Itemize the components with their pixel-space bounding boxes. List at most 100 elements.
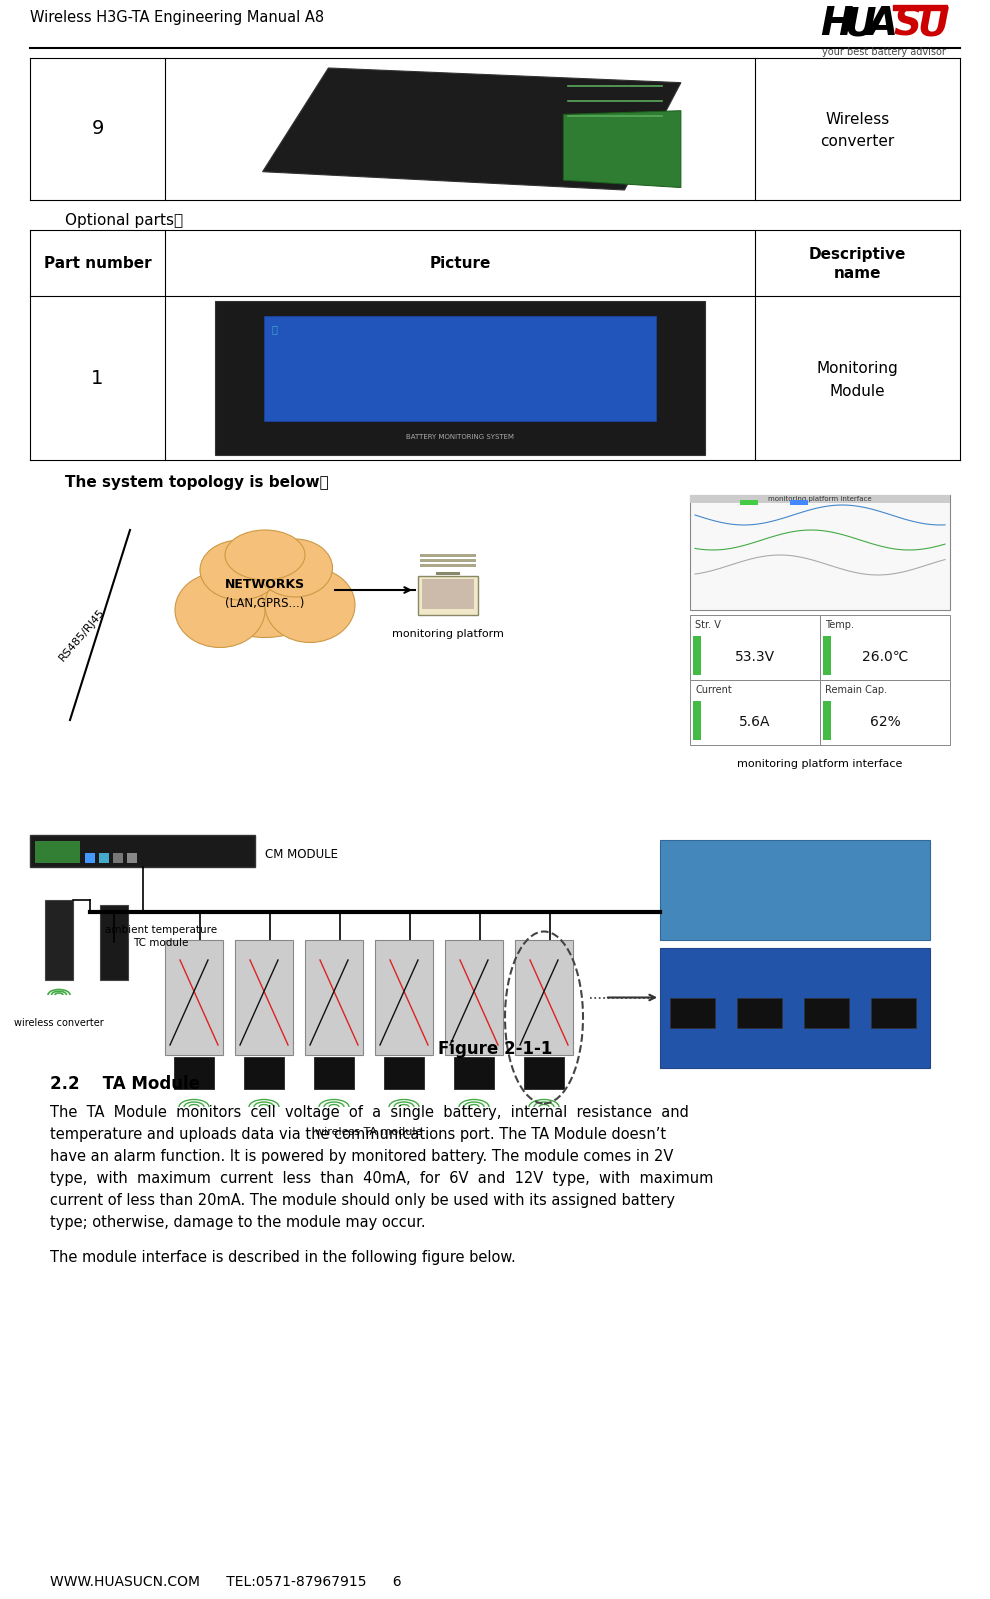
Bar <box>690 496 950 609</box>
Bar <box>314 1057 354 1089</box>
Bar <box>99 852 109 863</box>
Text: Part number: Part number <box>44 256 151 270</box>
Text: Current: Current <box>695 684 732 696</box>
Polygon shape <box>563 110 681 187</box>
Text: RS485/RJ45: RS485/RJ45 <box>57 608 107 664</box>
Text: 9: 9 <box>91 120 104 139</box>
Text: current of less than 20mA. The module should only be used with its assigned batt: current of less than 20mA. The module sh… <box>50 1193 675 1207</box>
Polygon shape <box>262 69 681 190</box>
Text: ambient temperature: ambient temperature <box>105 924 217 935</box>
Bar <box>100 905 128 980</box>
Bar <box>305 940 363 1055</box>
Text: Descriptive: Descriptive <box>809 246 906 262</box>
Text: Remain Cap.: Remain Cap. <box>825 684 887 696</box>
Text: A: A <box>868 5 898 43</box>
Bar <box>660 839 930 940</box>
Ellipse shape <box>200 540 280 600</box>
Text: Module: Module <box>830 384 885 398</box>
Text: your best battery advisor: your best battery advisor <box>822 46 945 58</box>
Text: monitoring platform: monitoring platform <box>392 628 504 640</box>
Bar <box>127 852 137 863</box>
Text: The module interface is described in the following figure below.: The module interface is described in the… <box>50 1250 516 1265</box>
Ellipse shape <box>175 572 265 648</box>
Text: wireless converter: wireless converter <box>14 1019 104 1028</box>
Bar <box>871 998 916 1028</box>
Text: wireless TA module: wireless TA module <box>315 1127 423 1137</box>
Bar <box>823 700 831 740</box>
Text: type; otherwise, damage to the module may occur.: type; otherwise, damage to the module ma… <box>50 1215 426 1230</box>
Bar <box>740 500 758 505</box>
Text: 1: 1 <box>91 368 104 387</box>
Text: temperature and uploads data via the communications port. The TA Module doesn’t: temperature and uploads data via the com… <box>50 1127 666 1142</box>
Text: U: U <box>917 5 948 43</box>
Text: monitoring platform interface: monitoring platform interface <box>738 760 903 769</box>
Bar <box>420 553 476 556</box>
Bar <box>790 500 808 505</box>
Bar <box>35 841 80 863</box>
Text: 26.0℃: 26.0℃ <box>862 651 908 664</box>
Text: The system topology is below：: The system topology is below： <box>65 475 329 489</box>
Bar <box>85 852 95 863</box>
Bar <box>690 680 820 745</box>
Text: S: S <box>893 5 921 43</box>
Text: name: name <box>834 267 881 281</box>
Text: Wireless: Wireless <box>826 112 890 126</box>
Bar <box>820 680 950 745</box>
Text: type,  with  maximum  current  less  than  40mA,  for  6V  and  12V  type,  with: type, with maximum current less than 40m… <box>50 1170 714 1186</box>
Bar <box>264 317 656 421</box>
Bar <box>893 5 947 10</box>
Ellipse shape <box>225 529 305 580</box>
Bar <box>454 1057 494 1089</box>
Text: CM MODULE: CM MODULE <box>265 847 338 860</box>
Bar <box>737 998 782 1028</box>
Ellipse shape <box>257 539 333 596</box>
Bar <box>244 1057 284 1089</box>
Bar <box>820 616 950 680</box>
Text: ⓗ: ⓗ <box>272 325 278 334</box>
Bar <box>804 998 849 1028</box>
Bar <box>165 940 223 1055</box>
Bar <box>384 1057 424 1089</box>
Bar <box>235 940 293 1055</box>
Bar <box>375 940 433 1055</box>
Bar <box>693 636 701 675</box>
Bar <box>445 940 503 1055</box>
Text: NETWORKS: NETWORKS <box>225 579 305 592</box>
Text: Wireless H3G-TA Engineering Manual A8: Wireless H3G-TA Engineering Manual A8 <box>30 10 324 26</box>
Text: H: H <box>820 5 852 43</box>
Text: Optional parts：: Optional parts： <box>65 213 183 229</box>
Text: TC module: TC module <box>133 937 188 948</box>
Text: Monitoring: Monitoring <box>817 360 898 376</box>
Text: U: U <box>844 5 875 43</box>
Bar <box>113 852 123 863</box>
Text: BATTERY MONITORING SYSTEM: BATTERY MONITORING SYSTEM <box>406 433 514 440</box>
Text: 62%: 62% <box>869 715 900 729</box>
Text: have an alarm function. It is powered by monitored battery. The module comes in : have an alarm function. It is powered by… <box>50 1150 673 1164</box>
Ellipse shape <box>265 568 355 643</box>
Bar <box>420 564 476 568</box>
Text: WWW.HUASUCN.COM      TEL:0571-87967915      6: WWW.HUASUCN.COM TEL:0571-87967915 6 <box>50 1575 402 1589</box>
Text: monitoring platform interface: monitoring platform interface <box>768 496 872 502</box>
Text: 53.3V: 53.3V <box>735 651 775 664</box>
Bar <box>422 579 474 609</box>
Bar <box>515 940 573 1055</box>
Text: Picture: Picture <box>430 256 491 270</box>
Bar <box>524 1057 564 1089</box>
Text: converter: converter <box>821 134 895 149</box>
Ellipse shape <box>200 542 330 638</box>
Bar <box>693 700 701 740</box>
Text: 2.2    TA Module: 2.2 TA Module <box>50 1075 200 1094</box>
Text: Figure 2-1-1: Figure 2-1-1 <box>438 1039 552 1059</box>
Bar <box>420 560 476 561</box>
Bar <box>823 636 831 675</box>
Bar <box>215 301 705 456</box>
Text: 5.6A: 5.6A <box>740 715 771 729</box>
Bar <box>45 900 73 980</box>
Bar <box>690 616 820 680</box>
Bar <box>30 835 255 867</box>
Bar <box>35 841 80 863</box>
Bar <box>418 576 478 616</box>
Bar <box>436 572 460 576</box>
Text: Str. V: Str. V <box>695 620 721 630</box>
Bar <box>174 1057 214 1089</box>
